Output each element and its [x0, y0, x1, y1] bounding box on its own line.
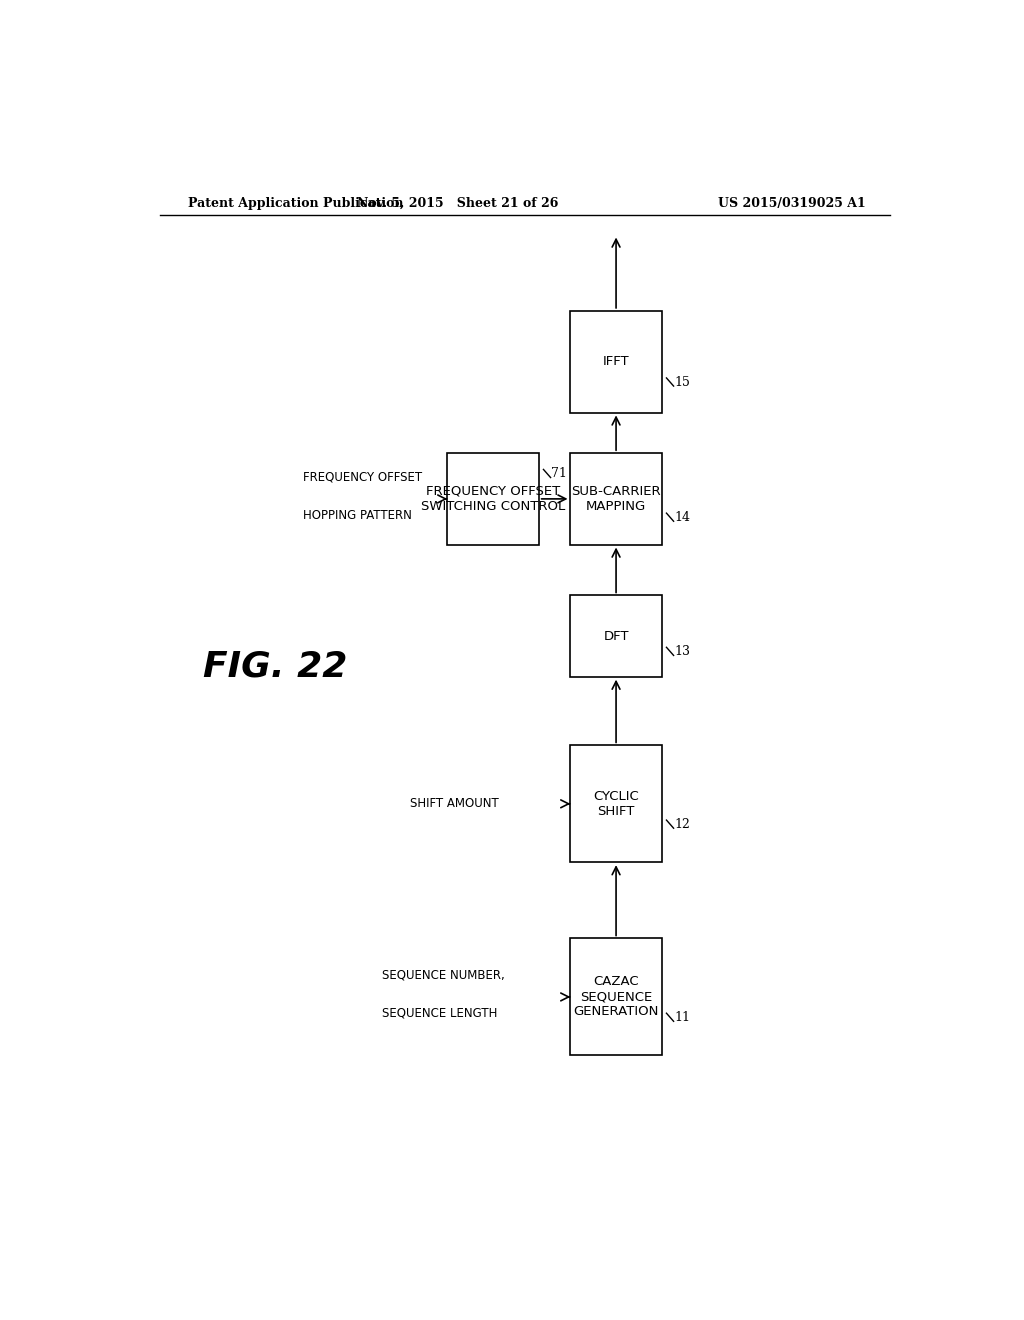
Text: 13: 13 [675, 645, 690, 657]
Text: FREQUENCY OFFSET: FREQUENCY OFFSET [303, 470, 422, 483]
Text: 14: 14 [675, 511, 690, 524]
FancyBboxPatch shape [447, 453, 539, 545]
FancyBboxPatch shape [570, 453, 662, 545]
Text: CAZAC
SEQUENCE
GENERATION: CAZAC SEQUENCE GENERATION [573, 975, 658, 1019]
Text: SEQUENCE NUMBER,: SEQUENCE NUMBER, [382, 968, 505, 981]
Text: IFFT: IFFT [603, 355, 630, 368]
Text: SEQUENCE LENGTH: SEQUENCE LENGTH [382, 1007, 498, 1019]
FancyBboxPatch shape [570, 595, 662, 677]
Text: DFT: DFT [603, 630, 629, 643]
FancyBboxPatch shape [570, 939, 662, 1056]
Text: US 2015/0319025 A1: US 2015/0319025 A1 [718, 197, 866, 210]
Text: FREQUENCY OFFSET
SWITCHING CONTROL: FREQUENCY OFFSET SWITCHING CONTROL [421, 484, 565, 513]
Text: HOPPING PATTERN: HOPPING PATTERN [303, 508, 412, 521]
FancyBboxPatch shape [570, 746, 662, 862]
Text: Patent Application Publication: Patent Application Publication [187, 197, 403, 210]
Text: Nov. 5, 2015   Sheet 21 of 26: Nov. 5, 2015 Sheet 21 of 26 [356, 197, 558, 210]
Text: 15: 15 [675, 375, 690, 388]
Text: FIG. 22: FIG. 22 [203, 649, 347, 684]
Text: 11: 11 [675, 1011, 690, 1024]
Text: 12: 12 [675, 817, 690, 830]
Text: 71: 71 [551, 467, 567, 480]
Text: SUB-CARRIER
MAPPING: SUB-CARRIER MAPPING [571, 484, 660, 513]
Text: CYCLIC
SHIFT: CYCLIC SHIFT [593, 789, 639, 818]
Text: SHIFT AMOUNT: SHIFT AMOUNT [410, 797, 499, 810]
FancyBboxPatch shape [570, 312, 662, 412]
